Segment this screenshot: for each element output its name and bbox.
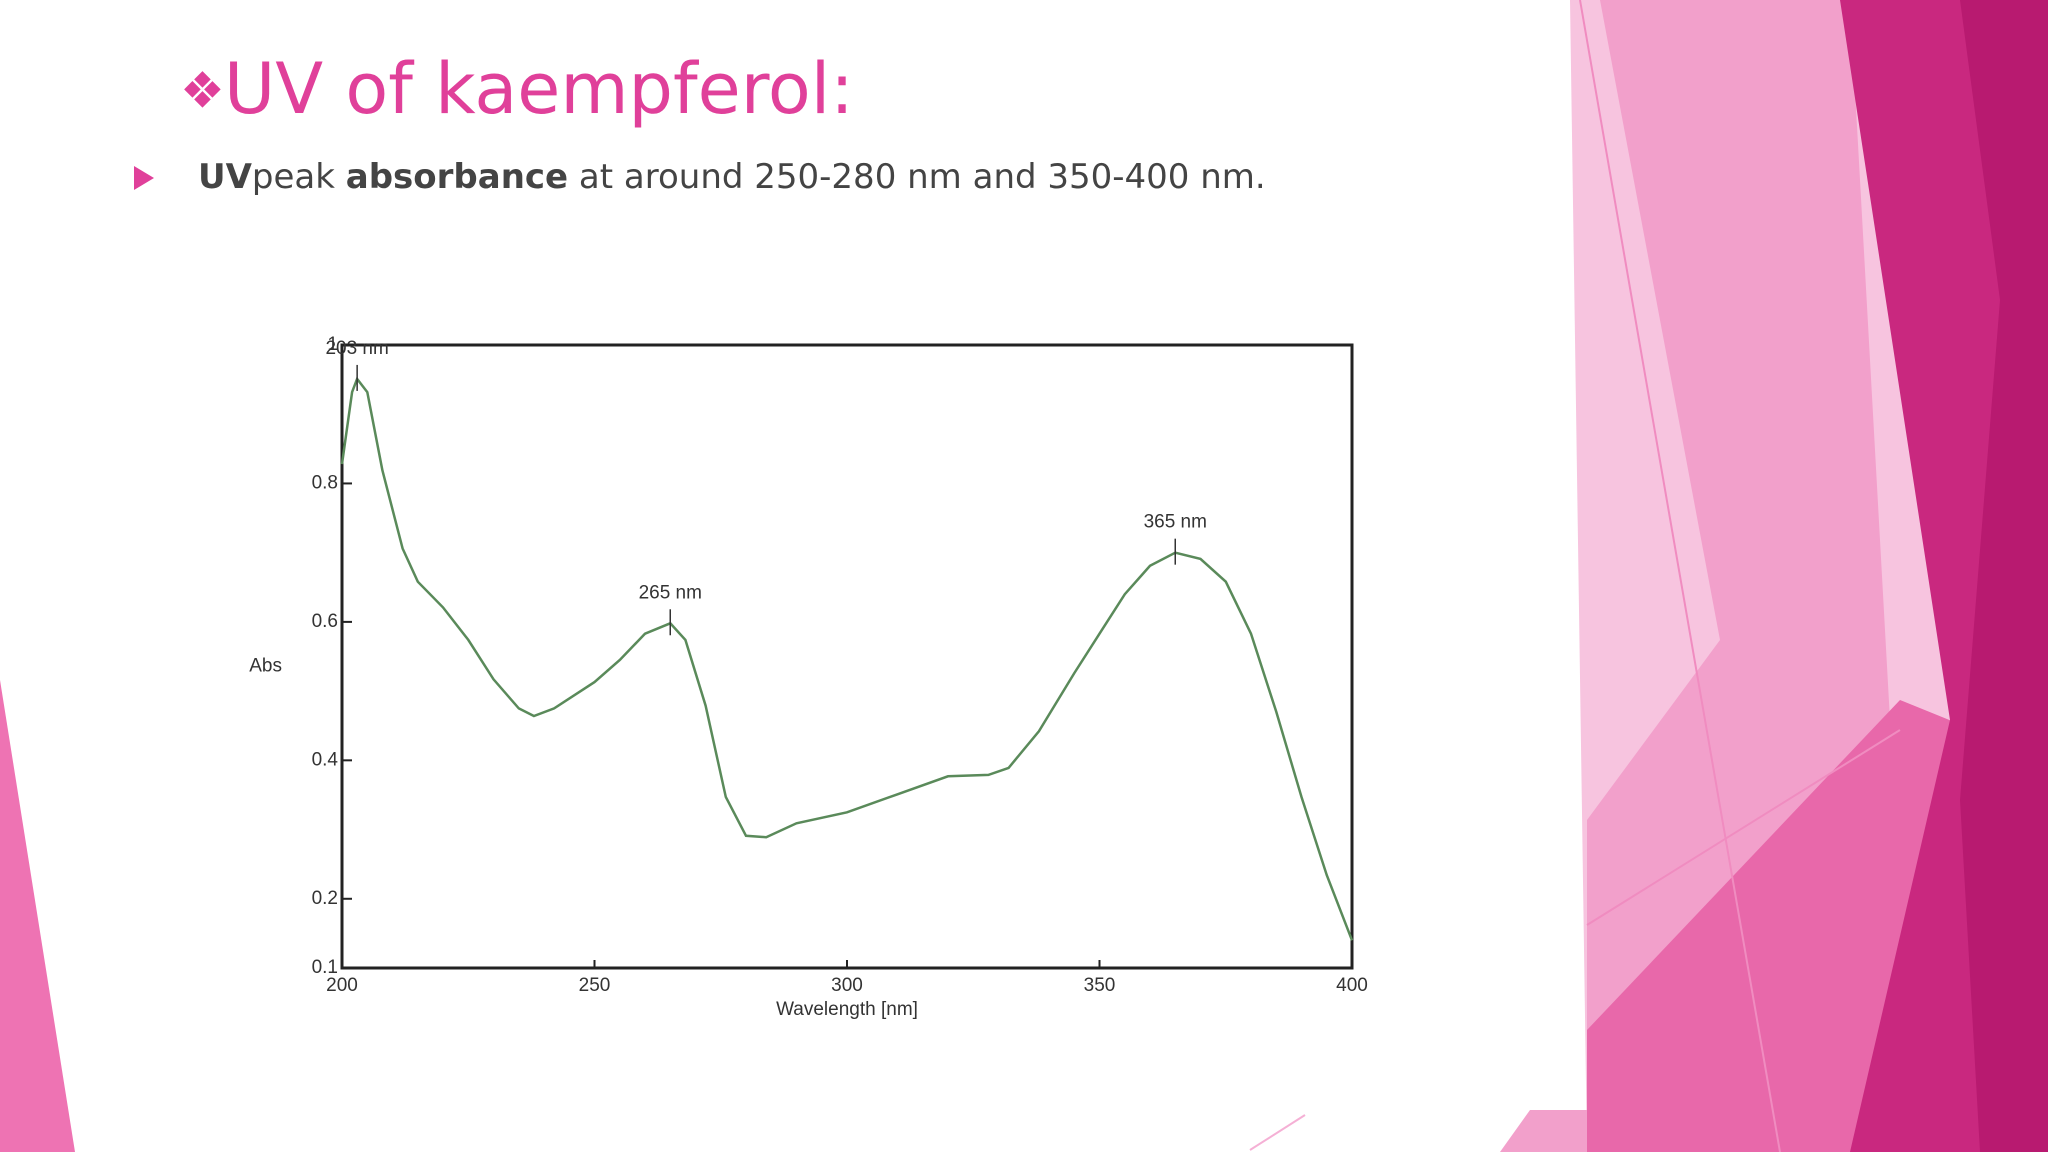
title-marker: ❖ bbox=[180, 62, 225, 120]
x-axis-label: Wavelength [nm] bbox=[776, 999, 918, 1020]
bullet-run: at around 250-280 nm and 350-400 nm. bbox=[568, 157, 1266, 197]
peak-label: 265 nm bbox=[639, 582, 702, 603]
plot-frame bbox=[340, 343, 1354, 970]
bullet-marker bbox=[134, 166, 154, 190]
peak-label: 203 nm bbox=[325, 338, 388, 359]
chart: 200 250 300 350 400 0.1 0.2 0.4 0.6 0.8 1 Wavelengt… bbox=[249, 334, 1368, 1020]
x-tick-label: 400 bbox=[1336, 975, 1368, 996]
bullet-run: peak bbox=[252, 157, 346, 197]
y-tick-label: 1 bbox=[327, 334, 338, 355]
y-tick-label: 0.6 bbox=[312, 611, 338, 632]
y-tick-label: 0.1 bbox=[312, 957, 338, 978]
y-axis-label: Abs bbox=[249, 656, 282, 677]
bullet-run: UV bbox=[198, 157, 253, 197]
bullet-text: UVpeak absorbance at around 250-280 nm a… bbox=[198, 157, 1266, 197]
spectrum-line bbox=[340, 376, 1354, 941]
y-tick-label: 0.2 bbox=[312, 888, 338, 909]
x-tick-label: 350 bbox=[1084, 975, 1116, 996]
y-tick-label: 0.4 bbox=[312, 749, 339, 770]
y-tick-label: 0.8 bbox=[312, 472, 338, 493]
slide-title: UV of kaempferol: bbox=[224, 48, 854, 130]
x-tick-label: 200 bbox=[326, 975, 358, 996]
x-tick-label: 250 bbox=[579, 975, 611, 996]
peak-label: 365 nm bbox=[1144, 512, 1207, 533]
bullet-run: absorbance bbox=[346, 157, 568, 197]
x-tick-label: 300 bbox=[831, 975, 863, 996]
